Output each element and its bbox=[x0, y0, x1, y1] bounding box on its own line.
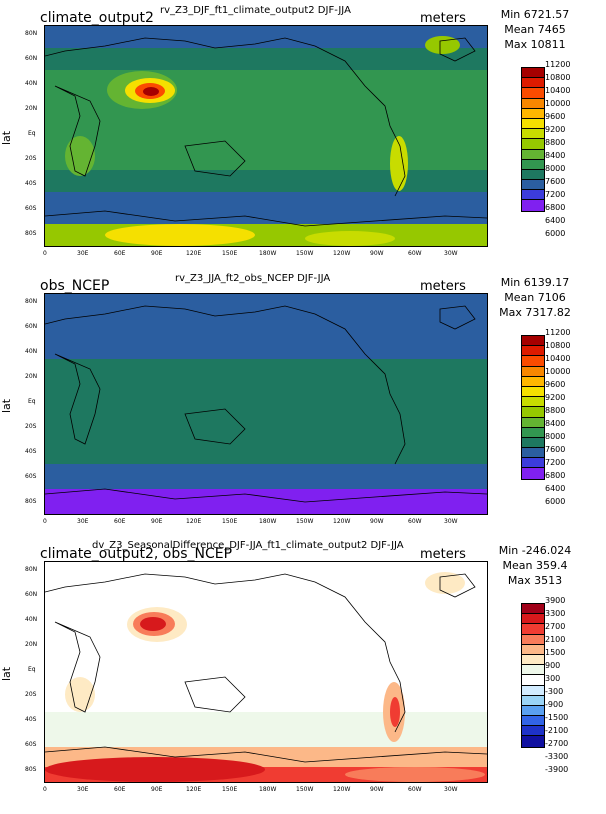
lat-axis-label: lat bbox=[0, 666, 13, 681]
stat-mean: Mean 7465 bbox=[504, 23, 566, 36]
coastline-overlay bbox=[45, 305, 487, 503]
colorbar-cell bbox=[522, 437, 544, 449]
colorbar-cell bbox=[522, 200, 544, 211]
colorbar-cell bbox=[522, 336, 544, 347]
colorbar-cell bbox=[522, 78, 544, 89]
colorbar-cell bbox=[522, 346, 544, 357]
panel-1: rv_Z3_DJF_ft1_climate_output2 DJF-JJA cl… bbox=[0, 0, 606, 270]
stat-max: Max 3513 bbox=[507, 574, 563, 587]
colorbar-cell bbox=[522, 149, 544, 160]
stat-max: Max 7317.82 bbox=[499, 306, 571, 319]
colorbar-cell bbox=[522, 139, 544, 150]
dataset-label: climate_output2 bbox=[40, 10, 154, 26]
panel-3: dv_Z3_SeasonalDifference_DJF-JJA_ft1_cli… bbox=[0, 536, 606, 814]
colorbar-cell bbox=[522, 448, 544, 459]
map-plot bbox=[44, 293, 488, 515]
colorbar-cell bbox=[522, 169, 544, 181]
colorbar-cell bbox=[522, 614, 544, 625]
colorbar-cell bbox=[522, 417, 544, 428]
stat-max: Max 10811 bbox=[504, 38, 566, 51]
stats-box: Min 6721.57 Mean 7465 Max 10811 bbox=[495, 7, 575, 52]
colorbar-cell bbox=[522, 376, 544, 387]
colorbar-cell bbox=[522, 366, 544, 377]
colorbar-cell bbox=[522, 665, 544, 676]
colorbar-cell bbox=[522, 397, 544, 408]
colorbar bbox=[521, 603, 545, 748]
lat-axis-label: lat bbox=[0, 130, 13, 145]
colorbar-cell bbox=[522, 68, 544, 79]
units-label: meters bbox=[420, 279, 466, 294]
colorbar-cell bbox=[522, 644, 544, 655]
colorbar-cell bbox=[522, 634, 544, 645]
colorbar-cell bbox=[522, 716, 544, 727]
coastline-overlay bbox=[45, 37, 487, 227]
colorbar-cell bbox=[522, 736, 544, 747]
units-label: meters bbox=[420, 11, 466, 26]
colorbar-cell bbox=[522, 190, 544, 201]
stat-mean: Mean 7106 bbox=[504, 291, 566, 304]
colorbar-cell bbox=[522, 180, 544, 191]
colorbar-cell bbox=[522, 624, 544, 635]
stat-min: Min 6139.17 bbox=[500, 276, 570, 289]
dataset-label: obs_NCEP bbox=[40, 278, 110, 294]
colorbar bbox=[521, 335, 545, 480]
coastline-overlay bbox=[45, 573, 487, 763]
colorbar-cell bbox=[522, 675, 544, 686]
colorbar-cell bbox=[522, 159, 544, 170]
stat-min: Min -246.024 bbox=[498, 544, 572, 557]
stats-box: Min -246.024 Mean 359.4 Max 3513 bbox=[495, 543, 575, 588]
colorbar-cell bbox=[522, 108, 544, 119]
colorbar-cell bbox=[522, 386, 544, 398]
colorbar-cell bbox=[522, 726, 544, 737]
colorbar-cell bbox=[522, 98, 544, 109]
colorbar-cell bbox=[522, 407, 544, 418]
colorbar-cell bbox=[522, 129, 544, 140]
stat-mean: Mean 359.4 bbox=[502, 559, 568, 572]
colorbar-cell bbox=[522, 118, 544, 130]
colorbar bbox=[521, 67, 545, 212]
colorbar-cell bbox=[522, 427, 544, 438]
lat-axis-label: lat bbox=[0, 398, 13, 413]
panel-2: rv_Z3_JJA_ft2_obs_NCEP DJF-JJA obs_NCEP … bbox=[0, 268, 606, 538]
colorbar-cell bbox=[522, 604, 544, 615]
stat-min: Min 6721.57 bbox=[500, 8, 570, 21]
units-label: meters bbox=[420, 547, 466, 562]
dataset-label: climate_output2, obs_NCEP bbox=[40, 546, 233, 562]
colorbar-cell bbox=[522, 458, 544, 469]
map-plot bbox=[44, 25, 488, 247]
map-title: rv_Z3_DJF_ft1_climate_output2 DJF-JJA bbox=[160, 5, 351, 16]
colorbar-cell bbox=[522, 88, 544, 99]
colorbar-cell bbox=[522, 685, 544, 696]
map-plot bbox=[44, 561, 488, 783]
colorbar-cell bbox=[522, 356, 544, 367]
map-title: rv_Z3_JJA_ft2_obs_NCEP DJF-JJA bbox=[175, 273, 331, 284]
colorbar-cell bbox=[522, 654, 544, 666]
colorbar-cell bbox=[522, 705, 544, 717]
colorbar-cell bbox=[522, 468, 544, 479]
stats-box: Min 6139.17 Mean 7106 Max 7317.82 bbox=[495, 275, 575, 320]
map-title: dv_Z3_SeasonalDifference_DJF-JJA_ft1_cli… bbox=[92, 540, 404, 551]
colorbar-cell bbox=[522, 695, 544, 706]
